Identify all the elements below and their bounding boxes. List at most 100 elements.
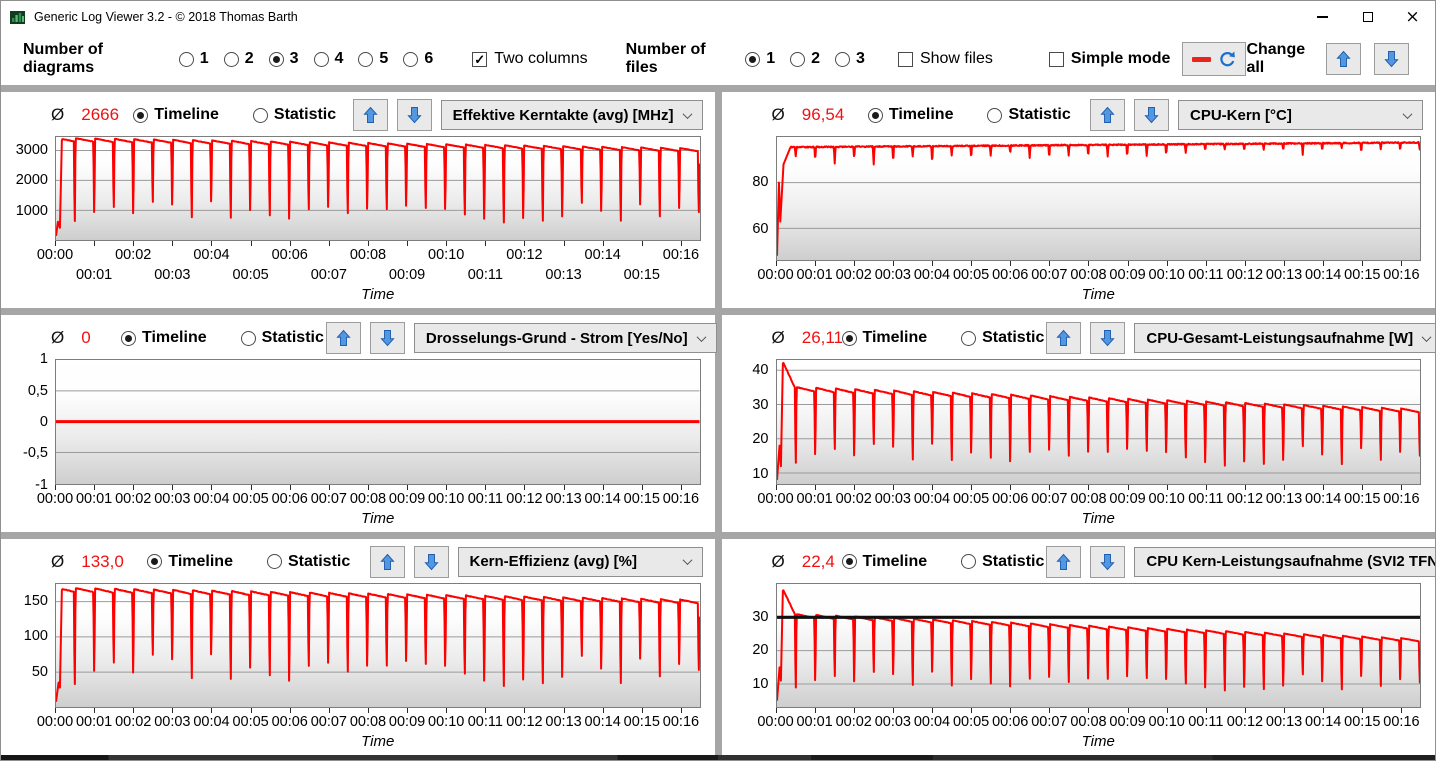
move-down-button[interactable]: [413, 545, 449, 578]
x-tick-mark: [1362, 261, 1364, 267]
timeline-radio[interactable]: Timeline: [133, 106, 219, 124]
metric-dropdown[interactable]: Drosselungs-Grund - Strom [Yes/No]: [413, 323, 717, 354]
timeline-label: Timeline: [862, 552, 928, 570]
timeline-radio[interactable]: Timeline: [841, 552, 928, 571]
average-readout: Ø 133,0: [3, 552, 147, 572]
metric-dropdown-value: Kern-Effizienz (avg) [%]: [469, 553, 638, 571]
metric-dropdown[interactable]: Kern-Effizienz (avg) [%]: [457, 546, 703, 577]
x-tick-mark: [485, 484, 487, 490]
file-count-option-1[interactable]: 1: [745, 50, 775, 68]
metric-dropdown[interactable]: CPU-Gesamt-Leistungsaufnahme [W]: [1134, 323, 1435, 354]
minimize-button[interactable]: [1300, 1, 1345, 33]
statistic-label: Statistic: [261, 329, 324, 347]
x-tick-mark: [641, 484, 643, 490]
y-tick-label: 100: [23, 628, 48, 645]
x-tick-label: 00:15: [623, 713, 660, 730]
x-tick-mark: [133, 484, 135, 490]
plot-canvas[interactable]: [55, 136, 701, 242]
line-style-refresh-button[interactable]: [1182, 42, 1247, 76]
metric-dropdown[interactable]: CPU Kern-Leistungsaufnahme (SVI2 TFN) [W…: [1134, 546, 1435, 577]
show-files-checkbox[interactable]: Show files: [897, 50, 993, 68]
move-up-button[interactable]: [352, 99, 388, 131]
maximize-button[interactable]: [1345, 1, 1390, 33]
x-tick-mark: [524, 241, 526, 247]
radio-selected-icon: [268, 51, 284, 67]
x-tick-mark: [1049, 261, 1051, 267]
statistic-radio[interactable]: Statistic: [266, 553, 350, 571]
statistic-radio[interactable]: Statistic: [961, 553, 1044, 571]
close-button[interactable]: ×: [1390, 1, 1435, 33]
radio-icon: [178, 51, 194, 67]
x-tick-label: 00:10: [1148, 267, 1185, 284]
diagram-count-option-3[interactable]: 3: [268, 50, 299, 68]
radio-label: 6: [424, 50, 434, 67]
diagram-count-option-6[interactable]: 6: [403, 50, 433, 68]
diagram-count-option-5[interactable]: 5: [358, 50, 388, 68]
x-tick-label: 00:16: [662, 247, 700, 264]
move-up-button[interactable]: [369, 545, 405, 578]
change-all-up-button[interactable]: [1326, 43, 1361, 75]
diagram-count-option-1[interactable]: 1: [178, 50, 209, 68]
metric-dropdown[interactable]: Effektive Kerntakte (avg) [MHz]: [440, 100, 703, 130]
statistic-radio[interactable]: Statistic: [961, 329, 1044, 347]
x-tick-label: 00:05: [232, 713, 269, 730]
x-tick-mark: [892, 261, 894, 267]
timeline-radio[interactable]: Timeline: [147, 553, 233, 571]
x-tick-label: 00:02: [115, 490, 152, 507]
plot-canvas[interactable]: [775, 582, 1421, 708]
plot-canvas[interactable]: [775, 359, 1421, 485]
move-up-button[interactable]: [1046, 545, 1082, 578]
move-down-button[interactable]: [396, 99, 432, 131]
diagram-count-option-4[interactable]: 4: [313, 50, 343, 68]
chart-area: 10 20 30 40 00:00 00:01 00:02 00:03 00:04 00:05 00…: [724, 358, 1430, 530]
x-axis-labels-odd: 00:01 00:03 00:05 00:07 00:09 00:11 00:13 00:15: [55, 266, 701, 286]
change-all-down-button[interactable]: [1374, 43, 1409, 75]
x-tick-label: 00:03: [874, 490, 912, 507]
taskbar-edge: [1, 755, 1435, 760]
timeline-radio[interactable]: Timeline: [867, 106, 953, 124]
x-tick-label: 00:03: [154, 267, 191, 284]
move-up-button[interactable]: [325, 322, 361, 355]
x-tick-mark: [524, 484, 526, 490]
x-tick-label: 00:02: [115, 713, 152, 730]
move-down-button[interactable]: [1090, 322, 1126, 355]
metric-dropdown-value: Drosselungs-Grund - Strom [Yes/No]: [425, 329, 688, 347]
statistic-radio[interactable]: Statistic: [240, 329, 324, 347]
simple-mode-checkbox[interactable]: Simple mode: [1048, 50, 1170, 68]
radio-label: 3: [289, 50, 299, 67]
panel-header: Ø 2666 Timeline Statistic Effektive Kerntakt…: [3, 95, 709, 135]
plot-canvas[interactable]: [55, 359, 701, 485]
x-tick-label: 00:07: [1031, 267, 1068, 284]
time-axis-title: Time: [361, 286, 395, 304]
average-readout: Ø 96,54: [724, 105, 868, 125]
chevron-down-icon: [1421, 331, 1432, 342]
metric-dropdown[interactable]: CPU-Kern [°C]: [1178, 100, 1423, 130]
up-arrow-icon: [1056, 553, 1072, 570]
y-tick-label: 20: [752, 642, 769, 659]
move-up-button[interactable]: [1090, 99, 1125, 131]
plot-canvas[interactable]: [775, 136, 1421, 262]
move-down-button[interactable]: [369, 322, 405, 355]
statistic-radio[interactable]: Statistic: [252, 106, 336, 124]
x-tick-label: 00:16: [1383, 267, 1420, 284]
diagram-count-option-2[interactable]: 2: [223, 50, 254, 68]
x-tick-mark: [328, 484, 330, 490]
timeline-radio[interactable]: Timeline: [121, 329, 207, 347]
plot-canvas[interactable]: [55, 582, 701, 708]
statistic-radio[interactable]: Statistic: [987, 106, 1071, 124]
x-tick-label: 00:03: [874, 713, 912, 730]
x-tick-mark: [563, 241, 565, 247]
x-tick-label: 00:07: [310, 267, 347, 284]
timeline-radio[interactable]: Timeline: [841, 329, 927, 347]
file-count-option-2[interactable]: 2: [790, 50, 820, 68]
x-tick-mark: [524, 707, 526, 713]
move-up-button[interactable]: [1046, 322, 1082, 355]
file-count-option-3[interactable]: 3: [835, 50, 865, 68]
x-tick-label: 00:13: [1265, 490, 1303, 507]
average-symbol: Ø: [771, 328, 785, 348]
two-columns-checkbox[interactable]: ✓ Two columns: [472, 50, 588, 68]
move-down-button[interactable]: [1090, 545, 1126, 578]
window-controls: ×: [1300, 1, 1435, 33]
move-down-button[interactable]: [1134, 99, 1169, 131]
radio-label: 2: [811, 50, 821, 67]
